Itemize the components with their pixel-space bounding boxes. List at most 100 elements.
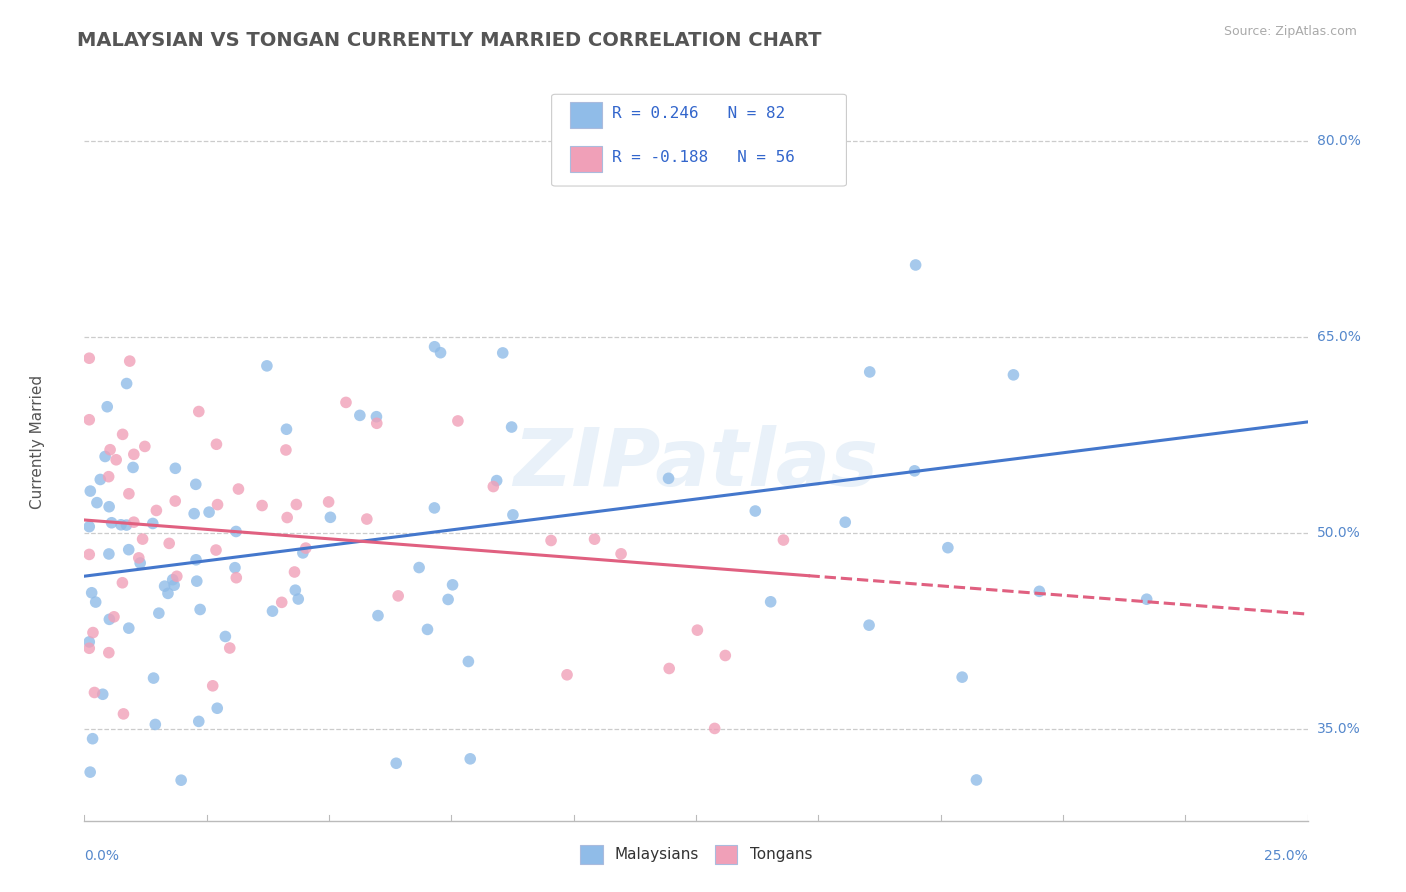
Point — [387, 589, 409, 603]
Bar — [569, 102, 602, 128]
Point — [166, 569, 188, 583]
Text: MALAYSIAN VS TONGAN CURRENTLY MARRIED CORRELATION CHART: MALAYSIAN VS TONGAN CURRENTLY MARRIED CO… — [77, 31, 823, 50]
Point — [205, 543, 228, 558]
Point — [1136, 592, 1159, 607]
Point — [153, 579, 176, 593]
Point — [686, 623, 709, 637]
Point — [423, 500, 446, 515]
Point — [94, 450, 117, 464]
Point — [131, 532, 153, 546]
Point — [1028, 584, 1050, 599]
Point — [129, 556, 152, 570]
Point — [218, 640, 240, 655]
Point — [97, 469, 120, 483]
Point — [207, 498, 229, 512]
Point — [610, 547, 633, 561]
Point — [118, 542, 141, 557]
Point — [274, 442, 297, 457]
Point — [82, 625, 104, 640]
Point — [205, 437, 228, 451]
Point — [335, 395, 357, 409]
Point — [122, 447, 145, 461]
Text: 35.0%: 35.0% — [1317, 723, 1361, 736]
Point — [142, 671, 165, 685]
Text: Source: ZipAtlas.com: Source: ZipAtlas.com — [1223, 25, 1357, 38]
Point — [105, 452, 128, 467]
Point — [98, 500, 121, 514]
Text: 65.0%: 65.0% — [1317, 330, 1361, 344]
Point — [207, 701, 229, 715]
Point — [86, 496, 108, 510]
Point — [658, 661, 681, 675]
Text: ZIPatlas: ZIPatlas — [513, 425, 879, 503]
Point — [225, 571, 247, 585]
Bar — [569, 145, 602, 172]
Text: Currently Married: Currently Married — [31, 375, 45, 508]
Point — [128, 550, 150, 565]
Point — [270, 595, 292, 609]
Point — [77, 519, 100, 533]
Point — [77, 351, 100, 366]
Point — [98, 442, 121, 457]
Point — [256, 359, 278, 373]
Point — [285, 498, 308, 512]
Point — [319, 510, 342, 524]
Point — [184, 477, 207, 491]
Point — [416, 623, 439, 637]
Point — [97, 646, 120, 660]
Point — [485, 474, 508, 488]
Point — [165, 461, 187, 475]
Point — [583, 532, 606, 546]
Point — [492, 346, 515, 360]
Point — [80, 586, 103, 600]
Point — [118, 354, 141, 368]
Point — [262, 604, 284, 618]
Point — [186, 574, 208, 589]
Text: R = -0.188   N = 56: R = -0.188 N = 56 — [612, 150, 794, 165]
Point — [79, 765, 101, 780]
Point — [77, 641, 100, 656]
Point — [187, 714, 209, 729]
Point — [744, 504, 766, 518]
Point — [703, 722, 725, 736]
Point — [276, 510, 298, 524]
Point — [657, 471, 679, 485]
Point — [349, 409, 371, 423]
Point — [283, 565, 305, 579]
Point — [84, 595, 107, 609]
Point — [228, 482, 250, 496]
Point — [118, 621, 141, 635]
Point — [291, 546, 314, 560]
Point — [367, 608, 389, 623]
Point — [772, 533, 794, 547]
Point — [98, 612, 121, 626]
Point — [97, 547, 120, 561]
Point — [115, 518, 138, 533]
Point — [79, 484, 101, 499]
Point — [859, 365, 882, 379]
Point — [183, 507, 205, 521]
Point — [145, 503, 167, 517]
Point — [950, 670, 973, 684]
Point — [118, 487, 141, 501]
Point — [904, 258, 927, 272]
Point — [408, 560, 430, 574]
Point — [122, 515, 145, 529]
Point — [385, 756, 408, 771]
Point — [858, 618, 880, 632]
Point — [225, 524, 247, 539]
Point — [134, 439, 156, 453]
Point — [188, 602, 211, 616]
Point — [482, 479, 505, 493]
Point — [89, 473, 111, 487]
Point — [437, 592, 460, 607]
Point — [903, 464, 925, 478]
Point — [111, 575, 134, 590]
Point — [187, 404, 209, 418]
Point — [100, 516, 122, 530]
Point — [115, 376, 138, 391]
Point — [214, 630, 236, 644]
Point — [356, 512, 378, 526]
Point — [250, 499, 273, 513]
Point — [834, 515, 856, 529]
